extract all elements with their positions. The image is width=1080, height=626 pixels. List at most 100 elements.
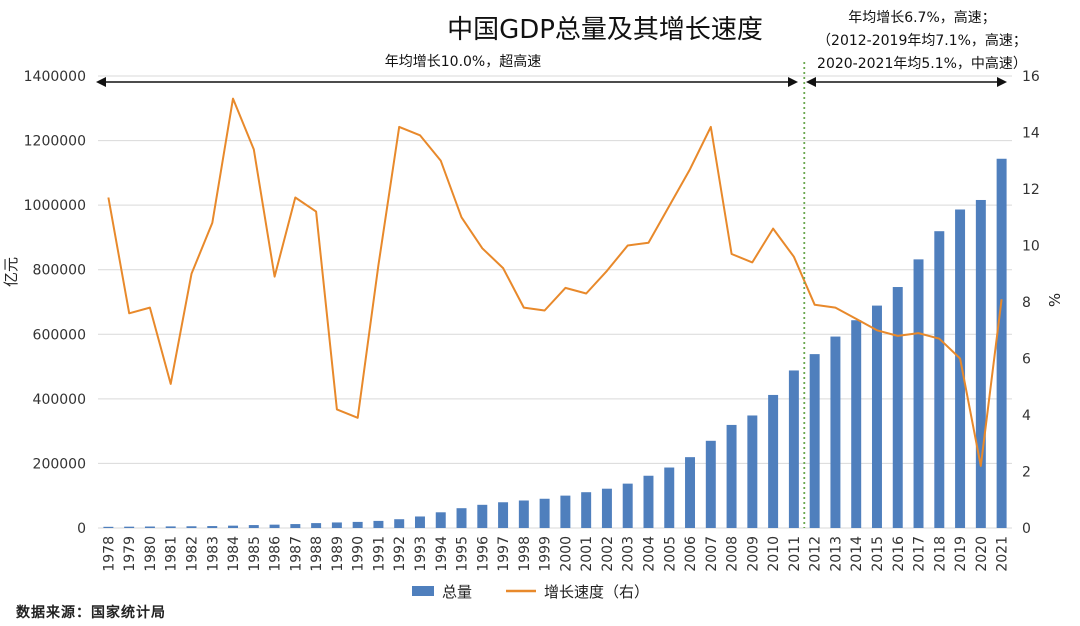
right-tick-label: 2 [1022, 465, 1031, 481]
left-axis-ticks: 0 200000 400000 600000 800000 1000000 1200000 1… [24, 69, 86, 537]
right-tick-label: 16 [1022, 69, 1040, 85]
x-tick-label: 1989 [330, 536, 346, 572]
x-tick-label: 1991 [371, 536, 387, 572]
bar-2016 [892, 287, 903, 528]
left-axis-label: 亿元 [2, 257, 20, 287]
bar-2001 [581, 492, 592, 528]
x-tick-label: 2021 [995, 536, 1011, 572]
legend-swatch-total [412, 586, 434, 596]
bar-2012 [809, 354, 820, 528]
x-axis-ticks: 1978 1979 1980 1981 1982 1983 1984 1985 1986 1987… [101, 536, 1010, 572]
bar-2004 [643, 475, 654, 528]
x-tick-label: 1979 [122, 536, 138, 572]
growth-line [107, 97, 1003, 467]
x-tick-label: 1982 [184, 536, 200, 572]
legend: 总量 增长速度（右） [412, 583, 649, 601]
annotation-right-line-3: 2020-2021年均5.1%，中高速） [817, 55, 1027, 72]
bar-2017 [913, 259, 924, 528]
left-tick-label: 200000 [33, 456, 86, 472]
bar-2005 [664, 467, 675, 528]
right-axis-ticks: 0 2 4 6 8 10 12 14 16 [1022, 69, 1040, 537]
right-axis-label: % [1046, 293, 1064, 307]
right-tick-label: 14 [1022, 126, 1040, 142]
legend-label-total: 总量 [442, 583, 472, 601]
bar-2002 [601, 488, 612, 528]
x-tick-label: 2009 [745, 536, 761, 572]
bar-2008 [726, 424, 737, 528]
bar-1995 [456, 508, 467, 528]
bar-1986 [269, 524, 280, 528]
x-tick-label: 1987 [288, 536, 304, 572]
legend-label-growth: 增长速度（右） [544, 583, 649, 601]
x-tick-label: 2017 [912, 536, 928, 572]
x-tick-label: 2012 [808, 536, 824, 572]
bar-1999 [539, 498, 550, 528]
bar-2003 [622, 483, 633, 528]
bar-2006 [685, 457, 696, 528]
bar-1991 [373, 520, 384, 528]
x-tick-label: 1981 [164, 536, 180, 572]
bar-2007 [705, 440, 716, 528]
arrow-left-span [96, 77, 798, 87]
left-tick-label: 0 [77, 521, 86, 537]
bar-1983 [207, 526, 218, 528]
bar-2013 [830, 336, 841, 528]
annotation-right-line-2: （2012-2019年均7.1%，高速； [817, 32, 1027, 49]
bar-2009 [747, 415, 758, 528]
bar-1981 [165, 526, 176, 528]
x-tick-label: 2003 [621, 536, 637, 572]
bar-1987 [290, 524, 301, 528]
left-tick-label: 400000 [33, 392, 86, 408]
bar-2018 [934, 231, 945, 529]
left-tick-label: 800000 [33, 263, 86, 279]
x-tick-label: 2008 [725, 536, 741, 572]
x-tick-label: 1999 [538, 536, 554, 572]
x-tick-label: 1985 [247, 536, 263, 572]
chart-title: 中国GDP总量及其增长速度 [447, 15, 763, 45]
left-tick-label: 600000 [33, 327, 86, 343]
bar-2014 [851, 320, 862, 528]
x-tick-label: 2014 [849, 536, 865, 572]
bar-2000 [560, 495, 571, 528]
annotation-left-span: 年均增长10.0%，超高速 [385, 53, 541, 70]
right-tick-label: 0 [1022, 521, 1031, 537]
left-tick-label: 1000000 [24, 198, 86, 214]
bar-1978 [103, 526, 114, 528]
x-tick-label: 2001 [579, 536, 595, 572]
x-tick-label: 1983 [205, 536, 221, 572]
x-tick-label: 1986 [268, 536, 284, 572]
x-tick-label: 2010 [766, 536, 782, 572]
bar-1990 [352, 521, 363, 528]
bar-1982 [186, 526, 197, 528]
x-tick-label: 2011 [787, 536, 803, 572]
x-tick-label: 1988 [309, 536, 325, 572]
x-tick-label: 2002 [600, 536, 616, 572]
x-tick-label: 1996 [475, 536, 491, 572]
bar-1997 [498, 502, 509, 528]
x-tick-label: 2007 [704, 536, 720, 572]
bar-2020 [975, 199, 986, 528]
x-tick-label: 1992 [392, 536, 408, 572]
bar-2019 [955, 209, 966, 528]
x-tick-label: 1978 [101, 536, 117, 572]
bar-1998 [518, 500, 529, 528]
x-tick-label: 1990 [351, 536, 367, 572]
x-tick-label: 2018 [932, 536, 948, 572]
x-tick-label: 2013 [828, 536, 844, 572]
left-tick-label: 1200000 [24, 134, 86, 150]
bar-1992 [394, 519, 405, 528]
x-tick-label: 2000 [558, 536, 574, 572]
x-tick-label: 2019 [953, 536, 969, 572]
bar-1984 [228, 525, 239, 528]
bar-1979 [124, 526, 135, 528]
line-series-growth [107, 97, 1003, 467]
x-tick-label: 2015 [870, 536, 886, 572]
x-tick-label: 2005 [662, 536, 678, 572]
right-tick-label: 4 [1022, 408, 1031, 424]
right-tick-label: 12 [1022, 182, 1040, 198]
x-tick-label: 1993 [413, 536, 429, 572]
annotation-right-line-1: 年均增长6.7%，高速； [848, 9, 996, 26]
x-tick-label: 1994 [434, 536, 450, 572]
